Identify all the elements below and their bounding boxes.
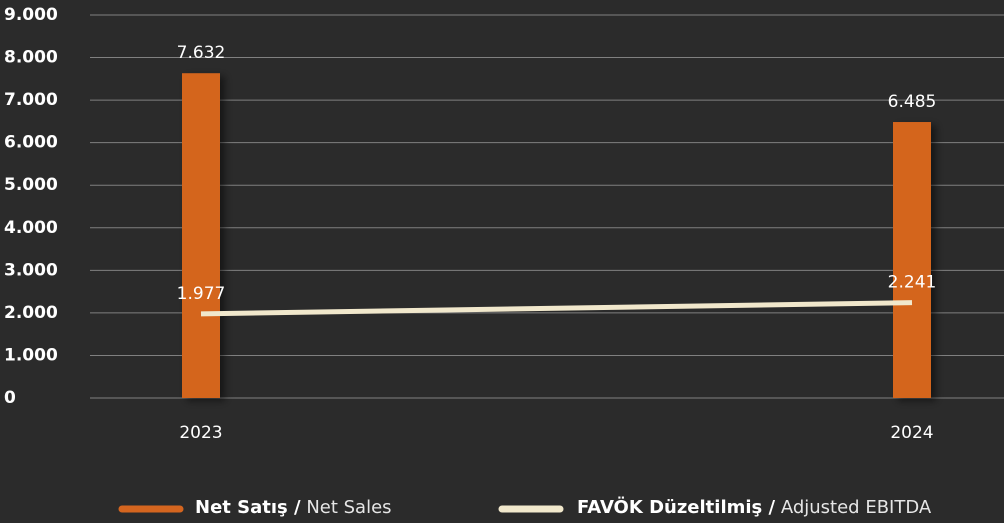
x-tick-label: 2024 (890, 423, 933, 443)
value-label: 6.485 (888, 92, 937, 112)
legend-label: Net Satış / Net Sales (195, 497, 392, 518)
value-label: 2.241 (888, 273, 937, 293)
y-tick-label: 6.000 (4, 133, 58, 153)
y-tick-label: 1.000 (4, 345, 58, 365)
bar (893, 122, 931, 398)
value-label: 7.632 (177, 43, 226, 63)
x-tick-label: 2023 (179, 423, 222, 443)
value-label: 1.977 (177, 284, 226, 304)
line (200, 300, 913, 317)
y-tick-label: 0 (4, 388, 16, 408)
y-tick-label: 2.000 (4, 303, 58, 323)
y-tick-label: 4.000 (4, 218, 58, 238)
y-tick-label: 8.000 (4, 48, 58, 68)
bar (182, 73, 220, 398)
y-tick-label: 7.000 (4, 90, 58, 110)
y-tick-label: 3.000 (4, 260, 58, 280)
legend-label: FAVÖK Düzeltilmiş / Adjusted EBITDA (577, 496, 932, 518)
y-tick-label: 9.000 (4, 5, 58, 25)
y-tick-label: 5.000 (4, 175, 58, 195)
